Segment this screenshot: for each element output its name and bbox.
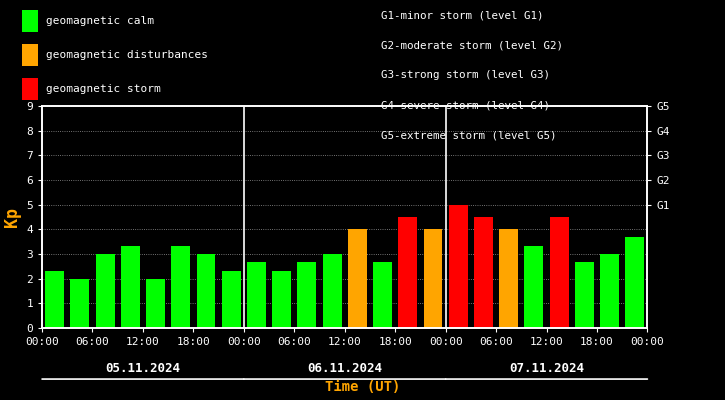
Bar [348, 229, 367, 328]
Bar [575, 262, 594, 328]
Text: G1-minor storm (level G1): G1-minor storm (level G1) [381, 10, 543, 20]
Bar [222, 270, 241, 328]
Bar [247, 262, 266, 328]
Bar [373, 262, 392, 328]
Text: geomagnetic storm: geomagnetic storm [46, 84, 161, 94]
Bar [272, 270, 291, 328]
Bar [474, 217, 493, 328]
Text: G3-strong storm (level G3): G3-strong storm (level G3) [381, 70, 550, 80]
Bar [171, 246, 190, 328]
Bar [423, 229, 442, 328]
Bar [398, 217, 418, 328]
Bar [196, 254, 215, 328]
Text: geomagnetic disturbances: geomagnetic disturbances [46, 50, 208, 60]
Text: 06.11.2024: 06.11.2024 [307, 362, 382, 376]
Bar [70, 279, 89, 328]
Bar [600, 254, 619, 328]
Text: G4-severe storm (level G4): G4-severe storm (level G4) [381, 100, 550, 110]
Bar [524, 246, 543, 328]
Text: G5-extreme storm (level G5): G5-extreme storm (level G5) [381, 130, 556, 140]
Text: G2-moderate storm (level G2): G2-moderate storm (level G2) [381, 40, 563, 50]
Y-axis label: Kp: Kp [3, 207, 21, 227]
Text: geomagnetic calm: geomagnetic calm [46, 16, 154, 26]
Bar [500, 229, 518, 328]
Bar [121, 246, 140, 328]
Bar [626, 238, 645, 328]
Bar [449, 205, 468, 328]
Bar [146, 279, 165, 328]
Text: 05.11.2024: 05.11.2024 [105, 362, 181, 376]
Text: Time (UT): Time (UT) [325, 380, 400, 394]
Text: 07.11.2024: 07.11.2024 [509, 362, 584, 376]
Bar [45, 270, 64, 328]
Bar [323, 254, 341, 328]
Bar [96, 254, 115, 328]
Bar [297, 262, 316, 328]
Bar [550, 217, 568, 328]
